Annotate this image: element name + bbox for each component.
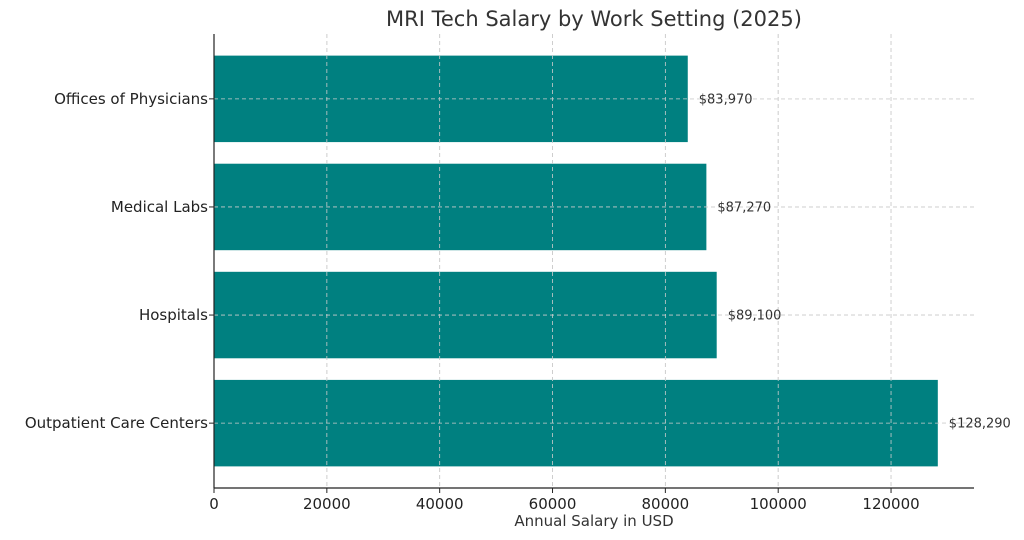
chart-title: MRI Tech Salary by Work Setting (2025) xyxy=(386,7,802,31)
data-label: $83,970 xyxy=(699,92,753,107)
y-tick-label: Medical Labs xyxy=(111,198,208,216)
x-tick-label: 20000 xyxy=(303,495,351,513)
y-tick-label: Outpatient Care Centers xyxy=(25,414,208,432)
x-tick-label: 100000 xyxy=(750,495,807,513)
bars-layer xyxy=(213,34,974,488)
x-tick-label: 0 xyxy=(209,495,219,513)
bar xyxy=(214,271,717,359)
axes-layer xyxy=(209,34,974,493)
y-tick-label: Hospitals xyxy=(139,306,208,324)
x-tick-label: 120000 xyxy=(862,495,919,513)
labels-layer: 0 20000 40000 60000 80000 100000 120000 Outpati… xyxy=(25,90,1011,513)
x-axis-label: Annual Salary in USD xyxy=(514,512,673,530)
y-tick-label: Offices of Physicians xyxy=(54,90,208,108)
x-tick-label: 60000 xyxy=(529,495,577,513)
x-tick-label: 80000 xyxy=(642,495,690,513)
data-label: $87,270 xyxy=(717,200,771,215)
data-label: $89,100 xyxy=(728,309,782,324)
x-tick-label: 40000 xyxy=(416,495,464,513)
data-label: $128,290 xyxy=(949,417,1011,432)
